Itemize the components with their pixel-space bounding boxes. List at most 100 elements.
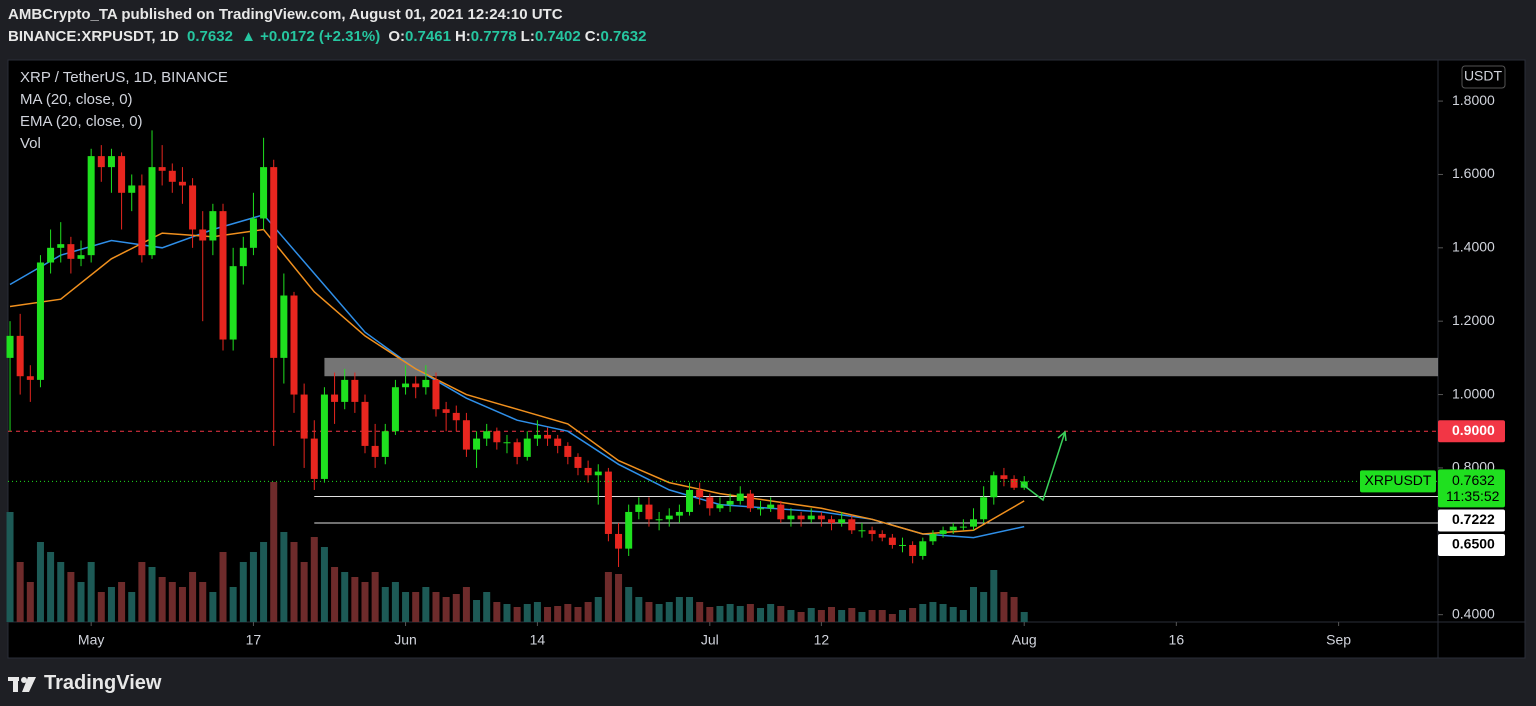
quote-line: BINANCE:XRPUSDT, 1D 0.7632 ▲ +0.0172 (+2…: [8, 26, 654, 48]
volume-bar: [655, 604, 663, 622]
candle-body: [280, 295, 288, 358]
projection-arrow: [1021, 431, 1066, 502]
volume-bar: [554, 606, 562, 622]
candle-body: [848, 519, 856, 531]
volume-bar: [594, 597, 602, 622]
candle-body: [615, 533, 623, 549]
y-tick-label: 0.4000: [1452, 605, 1495, 621]
volume-bar: [361, 582, 369, 622]
candle-body: [107, 156, 115, 168]
candle-body: [331, 394, 339, 402]
candle-body: [503, 442, 511, 444]
volume-bar: [270, 482, 278, 622]
volume-bar: [767, 604, 775, 622]
candle-body: [574, 456, 582, 468]
candle-body: [442, 409, 450, 413]
candle-body: [493, 431, 501, 443]
volume-bar: [645, 602, 653, 622]
candle-body: [777, 504, 785, 520]
candle-body: [817, 515, 825, 520]
volume-bar: [219, 552, 227, 622]
volume-bar: [67, 572, 75, 622]
candle-body: [97, 156, 105, 168]
candle-body: [87, 156, 95, 256]
candle-body: [260, 167, 268, 219]
candle-body: [432, 379, 440, 410]
candle-body: [544, 434, 552, 439]
candle-body: [219, 211, 227, 340]
candle-body: [909, 544, 917, 556]
ohlc-value: 0.7402: [534, 28, 581, 45]
volume-bar: [919, 604, 927, 622]
volume-bar: [574, 607, 582, 622]
volume-bar: [878, 610, 886, 622]
volume-bar: [138, 562, 146, 622]
volume-bar: [16, 562, 24, 622]
candle-body: [604, 471, 612, 534]
arrow-head: [1057, 430, 1067, 442]
candle-body: [1010, 478, 1018, 488]
volume-bar: [939, 604, 947, 622]
candle-body: [746, 493, 754, 509]
ohlc-label: C:: [584, 28, 601, 45]
candle-body: [533, 434, 541, 439]
volume-bar: [229, 587, 237, 622]
candle-body: [665, 515, 673, 520]
candle-body: [1000, 475, 1008, 479]
volume-bar: [686, 597, 694, 622]
candle-body: [422, 379, 430, 388]
volume-bar: [706, 607, 714, 622]
volume-bar: [696, 602, 704, 622]
candle-body: [990, 475, 998, 498]
brand: TradingView: [44, 672, 162, 694]
candle-body: [858, 530, 866, 532]
volume-bar: [746, 604, 754, 622]
level-label-box: [1438, 420, 1505, 443]
volume-bar: [6, 512, 14, 622]
volume-bar: [158, 577, 166, 622]
volume-bar: [584, 602, 592, 622]
candle-body: [47, 247, 55, 263]
candle-body: [209, 211, 217, 241]
volume-bar: [959, 610, 967, 622]
volume-bar: [909, 608, 917, 622]
volume-bar: [665, 602, 673, 622]
volume-bar: [148, 567, 156, 622]
resistance-zone: [324, 357, 1438, 377]
candle-body: [584, 467, 592, 476]
volume-bar: [899, 610, 907, 622]
candle-body: [645, 504, 653, 520]
volume-bar: [949, 607, 957, 622]
legend-entry: Vol: [20, 135, 41, 152]
candle-body: [320, 394, 328, 479]
volume-bar: [351, 577, 359, 622]
candle-body: [452, 412, 460, 421]
volume-bar: [970, 587, 978, 622]
level-label: 0.6500: [1452, 536, 1495, 552]
volume-bar: [189, 572, 197, 622]
volume-bar: [716, 606, 724, 622]
volume-bar: [980, 592, 988, 622]
ohlc-value: 0.7632: [600, 28, 647, 45]
candle-body: [199, 229, 207, 241]
candle-body: [554, 438, 562, 446]
volume-bar: [625, 587, 633, 622]
volume-bar: [341, 572, 349, 622]
candle-body: [696, 489, 704, 498]
x-tick-label: Sep: [1326, 632, 1351, 648]
candle-body: [351, 379, 359, 402]
candle-body: [178, 181, 186, 186]
volume-bar: [412, 592, 420, 622]
volume-bar: [868, 610, 876, 622]
candle-body: [635, 504, 643, 512]
candle-body: [310, 438, 318, 479]
volume-bar: [787, 610, 795, 622]
candle-body: [128, 185, 136, 193]
volume-bar: [888, 614, 896, 622]
volume-bar: [432, 592, 440, 622]
candle-body: [189, 185, 197, 230]
x-tick-label: 16: [1169, 632, 1185, 648]
candle-body: [473, 438, 481, 450]
